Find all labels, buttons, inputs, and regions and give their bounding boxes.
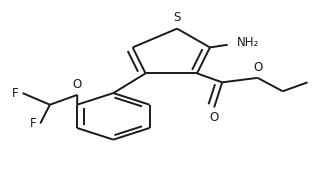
- Text: F: F: [12, 87, 19, 100]
- Text: NH₂: NH₂: [237, 37, 260, 49]
- Text: S: S: [174, 11, 181, 24]
- Text: O: O: [210, 111, 219, 124]
- Text: O: O: [253, 61, 262, 74]
- Text: F: F: [30, 117, 36, 130]
- Text: O: O: [73, 78, 82, 91]
